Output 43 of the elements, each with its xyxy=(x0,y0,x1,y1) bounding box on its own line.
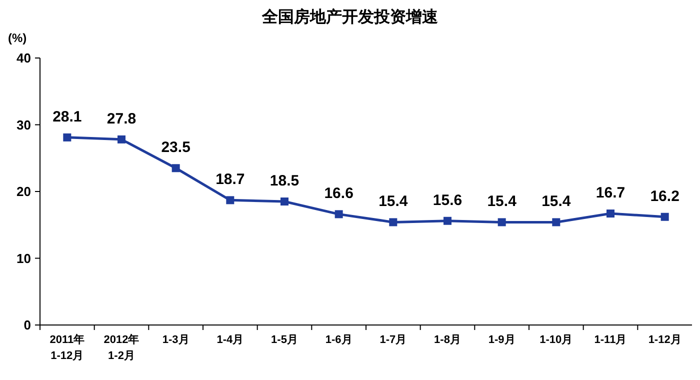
data-label: 18.5 xyxy=(270,172,300,190)
data-label: 16.7 xyxy=(596,184,626,202)
point xyxy=(606,210,614,218)
point xyxy=(63,133,72,142)
x-tick-label: 1-9月 xyxy=(488,334,516,346)
point xyxy=(389,218,398,226)
x-tick-label: 1-5月 xyxy=(271,334,298,346)
data-label: 15.6 xyxy=(432,192,462,209)
y-tick-label: 0 xyxy=(24,318,31,333)
y-axis-title: (%) xyxy=(8,31,27,45)
data-label: 15.4 xyxy=(542,193,572,210)
point xyxy=(498,218,506,226)
x-tick-label: 2011年 1-12月 xyxy=(50,333,85,362)
y-tick-label: 20 xyxy=(16,184,31,200)
point xyxy=(660,212,669,221)
point xyxy=(280,198,288,206)
point xyxy=(334,210,343,218)
point xyxy=(226,196,234,204)
x-tick-label: 1-6月 xyxy=(325,334,352,346)
data-label: 28.1 xyxy=(52,108,82,126)
y-tick-label: 40 xyxy=(16,50,31,66)
x-tick-label: 1-4月 xyxy=(216,334,244,346)
data-label: 15.4 xyxy=(487,193,518,210)
y-tick-label: 30 xyxy=(16,117,31,132)
x-tick-label: 1-10月 xyxy=(540,334,573,346)
x-tick-label: 1-3月 xyxy=(162,334,190,346)
data-label: 18.7 xyxy=(216,171,245,188)
x-tick-label: 2012年 1-2月 xyxy=(104,333,140,362)
data-label: 27.8 xyxy=(106,110,136,128)
point xyxy=(552,218,560,226)
point xyxy=(118,135,126,144)
x-tick-label: 1-8月 xyxy=(434,334,461,346)
x-tick-label: 1-11月 xyxy=(594,334,627,346)
point xyxy=(444,216,452,225)
data-label: 23.5 xyxy=(161,139,190,156)
y-tick-label: 10 xyxy=(16,250,31,266)
point xyxy=(172,164,180,172)
x-tick-label: 1-7月 xyxy=(380,334,407,346)
data-label: 16.2 xyxy=(650,188,680,205)
data-label: 15.4 xyxy=(378,193,408,210)
data-label: 16.6 xyxy=(324,185,354,202)
x-tick-label: 1-12月 xyxy=(648,334,682,346)
chart-title: 全国房地产开发投资增速 xyxy=(261,7,439,26)
